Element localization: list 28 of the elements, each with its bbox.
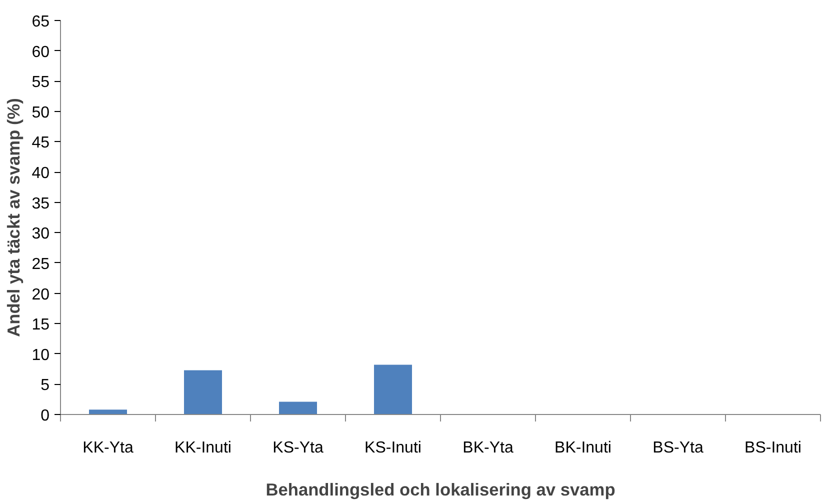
y-tick-label: 0	[40, 408, 50, 424]
y-tick-label: 35	[32, 195, 50, 212]
y-tick-label: 65	[32, 14, 50, 30]
y-tick-label: 10	[32, 346, 50, 364]
x-tick-label: BS-Inuti	[744, 440, 802, 456]
bar	[374, 364, 412, 414]
y-tick-label: 20	[32, 286, 50, 304]
x-tick-label: KS-Inuti	[364, 440, 422, 456]
x-tick-label: KK-Inuti	[174, 440, 232, 456]
y-tick-label: 45	[32, 134, 50, 152]
x-tick-label: BK-Yta	[462, 440, 514, 456]
y-tick-label: 30	[32, 226, 50, 243]
y-tick-label: 5	[40, 377, 50, 394]
y-tick-label: 40	[32, 165, 50, 182]
bar	[184, 370, 222, 414]
y-tick-label: 25	[32, 256, 50, 273]
y-tick-label: 50	[32, 104, 50, 122]
y-tick-label: 55	[32, 74, 50, 92]
x-tick-label: KK-Yta	[82, 440, 134, 456]
x-tick-label: BK-Inuti	[554, 440, 612, 456]
x-tick-label: KS-Yta	[272, 440, 324, 456]
y-tick-label: 15	[32, 316, 50, 334]
bar	[89, 410, 127, 414]
y-axis-title: Andel yta täckt av svamp (%)	[4, 98, 24, 337]
x-axis-title: Behandlingsled och lokalisering av svamp	[266, 480, 616, 500]
x-tick-label: BS-Yta	[652, 440, 704, 456]
bar	[279, 402, 317, 414]
y-tick-label: 60	[32, 44, 50, 61]
